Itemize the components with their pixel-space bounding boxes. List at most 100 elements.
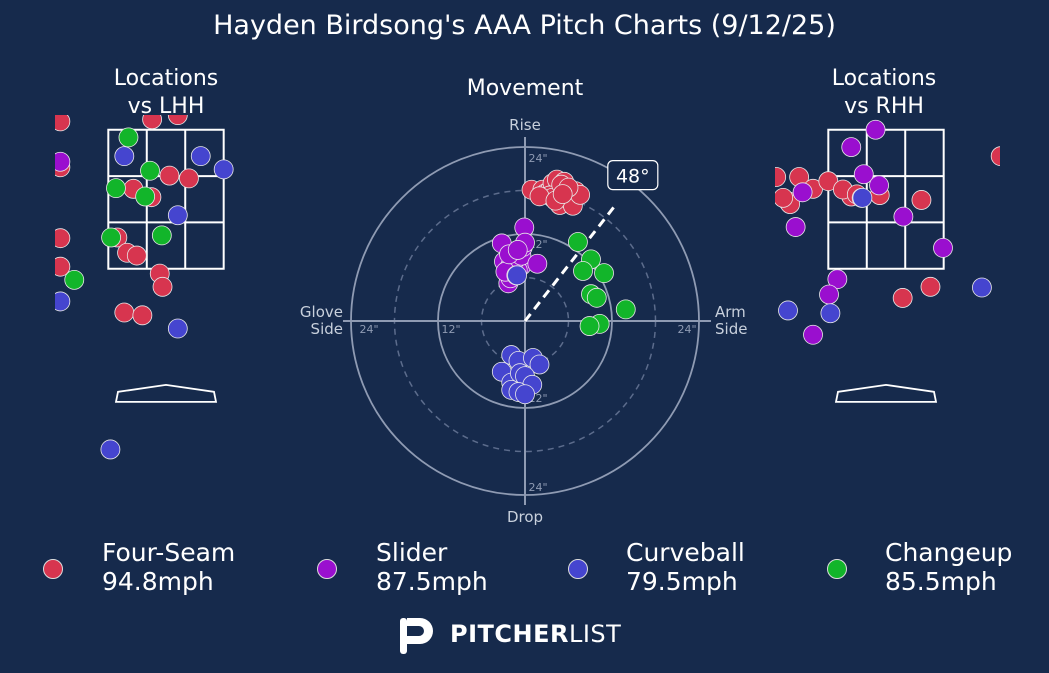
movement-point-changeup [594, 263, 614, 284]
legend-label-four-seam: Four-Seam 94.8mph [102, 538, 235, 596]
location-point-four-seam [126, 245, 147, 266]
location-point-changeup [64, 269, 85, 290]
location-point-four-seam [911, 190, 932, 210]
legend-marker-curveball [568, 559, 588, 579]
pitcherlist-logo-icon [400, 618, 433, 654]
legend-pitch-changeup: Changeup [885, 538, 1013, 567]
left-panel-title-line2: vs LHH [127, 94, 205, 119]
location-point-slider [819, 284, 839, 305]
location-point-curveball [100, 439, 121, 460]
ring-label-top-24: 24" [528, 152, 547, 165]
locations-lhh-plot [55, 115, 234, 460]
location-point-changeup [151, 225, 172, 246]
movement-point-curveball [507, 265, 527, 286]
movement-point-changeup [573, 261, 593, 281]
location-point-curveball [820, 303, 841, 324]
ring-label-bottom-24: 24" [528, 481, 547, 494]
movement-point-curveball [529, 354, 550, 375]
location-point-slider [841, 137, 862, 158]
location-point-slider [55, 151, 71, 172]
location-point-slider [803, 324, 823, 345]
pitcherlist-wordmark: PITCHERLIST [450, 620, 621, 648]
legend-label-slider: Slider 87.5mph [376, 538, 488, 596]
location-point-slider [785, 217, 806, 237]
legend-pitch-curveball: Curveball [626, 538, 745, 567]
movement-point-four-seam [552, 184, 573, 205]
legend-marker-slider [317, 559, 337, 579]
location-point-four-seam [152, 276, 173, 297]
location-point-slider [792, 182, 813, 203]
location-point-four-seam [55, 228, 71, 249]
location-point-slider [869, 175, 889, 196]
location-point-changeup [101, 227, 121, 248]
home-plate [114, 383, 218, 403]
location-point-four-seam [775, 167, 787, 187]
location-point-slider [853, 164, 874, 185]
logo-text-bold: PITCHER [450, 620, 569, 648]
legend-label-curveball: Curveball 79.5mph [626, 538, 745, 596]
movement-point-slider [527, 253, 548, 274]
location-point-changeup [135, 186, 156, 207]
movement-point-changeup [568, 232, 588, 252]
arm-angle-label: 48° [616, 166, 650, 188]
movement-point-changeup [586, 287, 607, 308]
location-point-four-seam [892, 288, 913, 308]
location-point-four-seam [132, 305, 153, 326]
ring-label-right-24: 24" [677, 323, 696, 336]
axis-label-glove-2: Side [311, 320, 343, 338]
movement-point-curveball [515, 384, 535, 405]
legend-pitch-four-seam: Four-Seam [102, 538, 236, 567]
strike-zone [827, 128, 945, 270]
arm-angle-box [607, 160, 659, 191]
logo-text-light: LIST [568, 620, 622, 648]
legend-speed-curveball: 79.5mph [626, 567, 738, 596]
left-panel-title-line1: Locations [113, 66, 219, 91]
right-panel-title: Locations vs RHH [784, 65, 984, 121]
location-point-four-seam [179, 168, 199, 189]
location-point-curveball [778, 300, 798, 321]
center-panel-title: Movement [466, 76, 584, 101]
legend-marker-four-seam [43, 559, 63, 579]
location-point-changeup [140, 160, 160, 181]
pitcherlist-logo: PITCHERLIST [398, 612, 628, 658]
right-panel-title-line2: vs RHH [844, 94, 924, 119]
location-point-changeup [118, 127, 139, 148]
legend-speed-slider: 87.5mph [376, 567, 488, 596]
movement-point-slider [507, 240, 528, 260]
arm-angle-line [523, 203, 617, 322]
location-point-four-seam [920, 276, 941, 297]
chart-title: Hayden Birdsong's AAA Pitch Charts (9/12… [213, 10, 836, 41]
movement-point-changeup [615, 299, 636, 320]
location-point-slider [865, 119, 886, 140]
location-point-curveball [852, 187, 873, 208]
location-point-curveball [55, 291, 71, 312]
axis-label-glove-1: Glove [300, 303, 343, 321]
location-point-curveball [190, 146, 211, 167]
left-panel-title: Locations vs LHH [66, 65, 266, 121]
location-point-curveball [972, 277, 992, 298]
location-point-four-seam [55, 256, 71, 277]
location-point-four-seam [142, 115, 162, 130]
legend-label-changeup: Changeup 85.5mph [885, 538, 1012, 596]
locations-rhh-plot [775, 119, 1000, 403]
home-plate [834, 383, 938, 403]
legend-marker-changeup [827, 559, 847, 579]
right-panel-title-line1: Locations [831, 66, 937, 91]
location-point-curveball [114, 146, 135, 167]
location-point-four-seam [167, 115, 188, 126]
location-point-slider [893, 206, 914, 227]
legend-speed-four-seam: 94.8mph [102, 567, 214, 596]
location-point-curveball [167, 205, 188, 226]
location-point-curveball [167, 318, 188, 339]
ring-label-left-24: 24" [359, 323, 378, 336]
location-point-slider [827, 269, 848, 290]
legend-pitch-slider: Slider [376, 538, 448, 567]
location-point-changeup [106, 178, 126, 199]
axis-label-arm-2: Side [715, 320, 747, 338]
location-point-slider [933, 237, 953, 258]
axis-label-rise: Rise [509, 116, 541, 134]
movement-point-changeup [579, 316, 600, 336]
axis-label-arm-1: Arm [715, 303, 746, 321]
location-point-four-seam [159, 165, 180, 186]
